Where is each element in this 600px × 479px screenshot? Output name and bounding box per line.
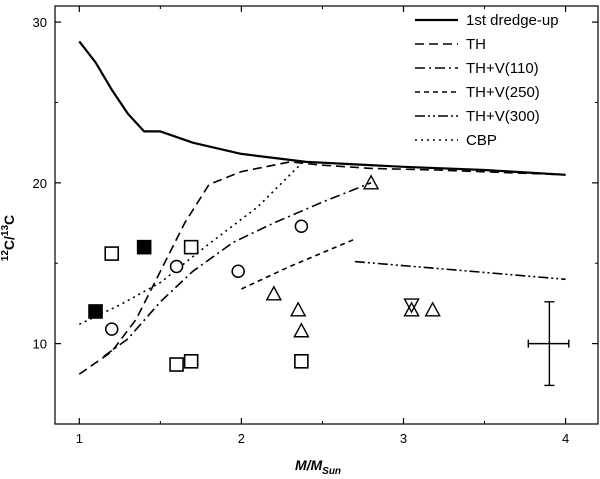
x-tick-label: 2 <box>238 431 245 446</box>
y-axis-title-sup2: 13 <box>0 225 11 237</box>
marker-triangle-open <box>424 301 441 317</box>
y-axis-title: 12C/13C <box>0 215 17 261</box>
marker-triangle-open <box>362 174 380 190</box>
marker-circle-open <box>294 219 309 234</box>
chart-series-group <box>78 40 566 375</box>
marker-triangle-open <box>265 285 282 301</box>
series-line-5 <box>78 161 304 326</box>
plot-frame <box>54 5 599 425</box>
x-axis-title-sub: Sun <box>322 466 341 477</box>
series-line-0 <box>78 40 566 176</box>
x-tick-label: 3 <box>400 431 407 446</box>
marker-square-open <box>294 353 309 369</box>
y-axis-title-end: C <box>1 215 17 225</box>
x-tick-label: 4 <box>562 431 569 446</box>
marker-square-open <box>104 246 120 261</box>
marker-square-open <box>169 357 184 372</box>
plot-axes: 1 2 3 4 10 20 30 <box>33 5 599 446</box>
marker-square-open <box>183 239 199 255</box>
marker-triangle-open <box>293 322 310 338</box>
y-tick-label: 20 <box>33 176 47 191</box>
marker-circle-open <box>169 259 184 274</box>
series-line-1 <box>78 161 566 375</box>
marker-triangle-down-open <box>403 298 420 314</box>
x-axis-title-main: M/M <box>295 457 323 473</box>
series-line-4 <box>354 260 566 281</box>
x-axis-title: M/MSun <box>295 457 341 477</box>
legend-label-0: 1st dredge-up <box>466 12 559 29</box>
y-axis-title-sup1: 12 <box>0 250 11 262</box>
marker-circle-open <box>104 322 119 336</box>
legend-label-2: TH+V(110) <box>466 60 539 77</box>
marker-circle-open <box>231 264 245 279</box>
legend-label-3: TH+V(250) <box>466 84 540 101</box>
legend: 1st dredge-up TH TH+V(110) TH+V(250) TH+V(30… <box>415 12 559 149</box>
legend-label-1: TH <box>466 36 486 53</box>
y-tick-label: 30 <box>33 15 47 30</box>
error-bar-group <box>527 301 570 387</box>
x-tick-label: 1 <box>76 431 83 446</box>
marker-square-filled <box>88 304 103 319</box>
legend-label-5: CBP <box>466 132 497 149</box>
legend-label-4: TH+V(300) <box>466 108 540 125</box>
y-tick-label: 10 <box>33 337 47 352</box>
marker-square-filled <box>136 239 152 255</box>
marker-triangle-open <box>403 301 420 317</box>
series-line-2 <box>103 182 372 358</box>
data-markers-group <box>88 174 441 372</box>
y-axis-title-mid: C/ <box>1 236 17 250</box>
marker-triangle-open <box>289 301 307 317</box>
series-line-3 <box>241 238 356 290</box>
marker-square-open <box>183 353 199 369</box>
